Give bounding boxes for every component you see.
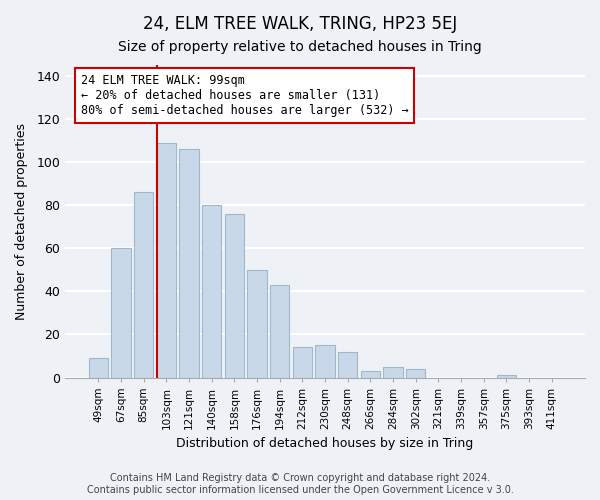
X-axis label: Distribution of detached houses by size in Tring: Distribution of detached houses by size …: [176, 437, 473, 450]
Bar: [225, 214, 244, 378]
Bar: [293, 348, 312, 378]
Bar: [383, 366, 403, 378]
Bar: [497, 376, 516, 378]
Bar: [316, 345, 335, 378]
Text: Size of property relative to detached houses in Tring: Size of property relative to detached ho…: [118, 40, 482, 54]
Bar: [270, 285, 289, 378]
Bar: [247, 270, 266, 378]
Bar: [89, 358, 108, 378]
Bar: [134, 192, 154, 378]
Bar: [406, 369, 425, 378]
Bar: [112, 248, 131, 378]
Text: Contains HM Land Registry data © Crown copyright and database right 2024.
Contai: Contains HM Land Registry data © Crown c…: [86, 474, 514, 495]
Text: 24 ELM TREE WALK: 99sqm
← 20% of detached houses are smaller (131)
80% of semi-d: 24 ELM TREE WALK: 99sqm ← 20% of detache…: [80, 74, 409, 118]
Bar: [157, 142, 176, 378]
Bar: [361, 371, 380, 378]
Bar: [202, 205, 221, 378]
Bar: [338, 352, 358, 378]
Bar: [179, 149, 199, 378]
Y-axis label: Number of detached properties: Number of detached properties: [15, 123, 28, 320]
Text: 24, ELM TREE WALK, TRING, HP23 5EJ: 24, ELM TREE WALK, TRING, HP23 5EJ: [143, 15, 457, 33]
